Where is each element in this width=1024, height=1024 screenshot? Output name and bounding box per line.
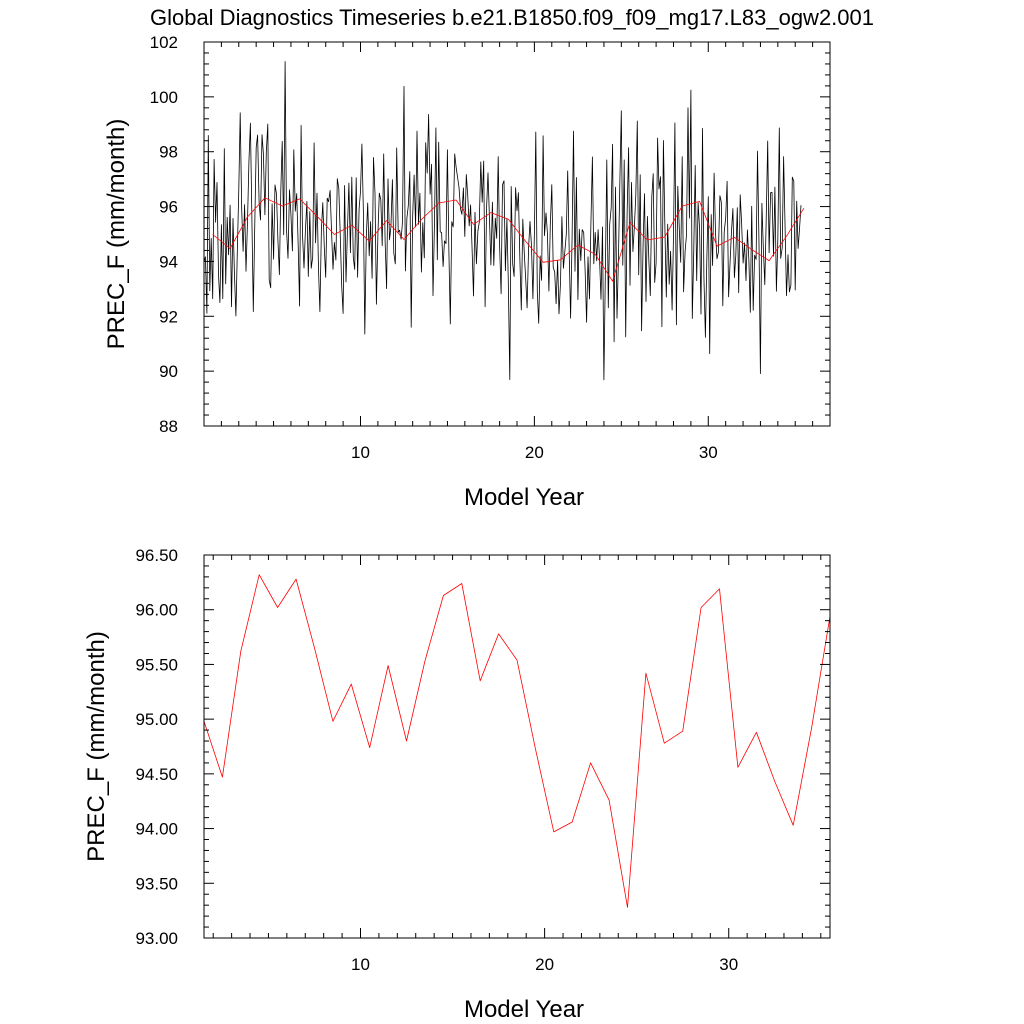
series-line-0: [203, 61, 802, 381]
y-axis-title: PREC_F (mm/month): [103, 119, 130, 350]
panel-bottom: 10 20 30 93.00 93.50 94.00 94.50 95.00 95.50 96.0…: [83, 546, 831, 1023]
series-line-1: [212, 197, 805, 282]
y-tick-label: 98: [159, 143, 178, 162]
y-tick-label: 94.50: [135, 765, 178, 784]
x-axis-title: Model Year: [464, 484, 584, 511]
y-tick-label: 96.50: [135, 546, 178, 565]
x-tick-label: 30: [699, 443, 718, 462]
y-tick-label: 96.00: [135, 601, 178, 620]
plot-frame: [203, 554, 831, 939]
x-tick-label: 20: [535, 955, 554, 974]
y-tick-label: 95.50: [135, 655, 178, 674]
y-tick-label: 93.00: [135, 929, 178, 948]
y-tick-label: 95.00: [135, 710, 178, 729]
x-tick-label: 20: [525, 443, 544, 462]
x-tick-label: 30: [719, 955, 738, 974]
y-tick-label: 96: [159, 198, 178, 217]
y-tick-label: 102: [150, 33, 178, 52]
x-tick-label: 10: [351, 443, 370, 462]
y-tick-label: 92: [159, 307, 178, 326]
y-tick-label: 90: [159, 362, 178, 381]
x-tick-label: 10: [351, 955, 370, 974]
y-tick-label: 100: [150, 88, 178, 107]
y-axis-title: PREC_F (mm/month): [83, 631, 110, 862]
chart-title: Global Diagnostics Timeseries b.e21.B185…: [150, 5, 874, 30]
x-axis-title: Model Year: [464, 996, 584, 1023]
y-tick-label: 93.50: [135, 874, 178, 893]
panel-top: 10 20 30 88 90 92 94 96 98 100 102 Model Year PREC_F…: [103, 33, 831, 511]
y-tick-label: 88: [159, 417, 178, 436]
y-tick-label: 94: [159, 252, 178, 271]
y-tick-label: 94.00: [135, 820, 178, 839]
series-line-0: [203, 574, 831, 908]
